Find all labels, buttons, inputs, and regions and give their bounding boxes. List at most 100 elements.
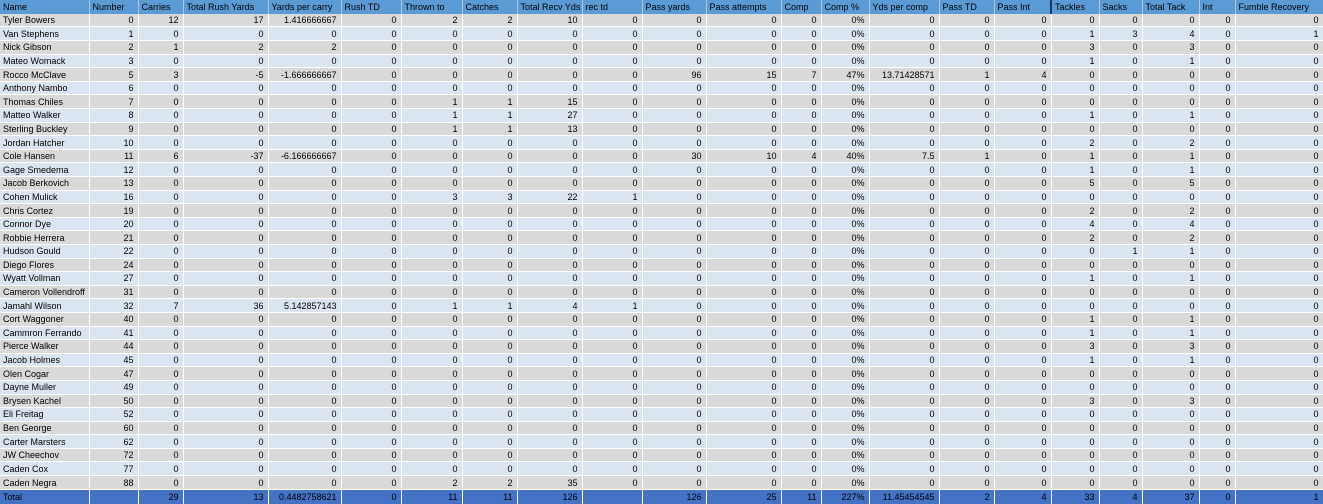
cell-int[interactable]: 0: [1199, 461, 1236, 477]
cell-sacks[interactable]: 0: [1099, 230, 1143, 245]
cell-pass-int[interactable]: 0: [994, 94, 1052, 110]
cell-total-rush-yards[interactable]: 0: [183, 203, 269, 218]
cell-number[interactable]: 52: [89, 407, 139, 422]
cell-pass-int[interactable]: 0: [994, 108, 1052, 123]
cell-int[interactable]: 0: [1199, 162, 1236, 178]
cell-thrown-to[interactable]: 0: [401, 326, 463, 341]
cell-pass-yards[interactable]: 0: [642, 258, 707, 273]
cell-carries[interactable]: 0: [138, 230, 184, 245]
cell-rush-td[interactable]: 0: [341, 217, 402, 232]
cell-yards-per-carry[interactable]: 0: [268, 448, 342, 463]
cell-pass-attempts[interactable]: 0: [706, 176, 782, 191]
cell-tackles[interactable]: 1: [1051, 271, 1100, 286]
cell-yards-per-carry[interactable]: 0: [268, 461, 342, 477]
cell-name[interactable]: Sterling Buckley: [0, 122, 90, 137]
cell-pass-attempts[interactable]: 0: [706, 407, 782, 422]
cell-rec-td[interactable]: 0: [582, 244, 643, 259]
cell-yards-per-carry[interactable]: 0: [268, 366, 342, 381]
cell-int[interactable]: 0: [1199, 54, 1236, 69]
cell-comp-pct[interactable]: 0%: [821, 162, 870, 178]
cell-tackles[interactable]: 0: [1051, 258, 1100, 273]
cell-name[interactable]: Olen Cogar: [0, 366, 90, 381]
cell-thrown-to[interactable]: 0: [401, 244, 463, 259]
cell-catches[interactable]: 0: [462, 380, 518, 395]
cell-fumble-recovery[interactable]: 0: [1235, 40, 1323, 55]
cell-fumble-recovery[interactable]: 0: [1235, 366, 1323, 381]
cell-comp[interactable]: 0: [781, 108, 822, 123]
cell-tackles[interactable]: 0: [1051, 122, 1100, 137]
cell-pass-yards[interactable]: 96: [642, 67, 707, 82]
cell-int[interactable]: 0: [1199, 448, 1236, 463]
cell-pass-int[interactable]: 0: [994, 421, 1052, 436]
cell-number[interactable]: 16: [89, 190, 139, 205]
cell-fumble-recovery[interactable]: 0: [1235, 54, 1323, 69]
column-header-fumble-recovery[interactable]: Fumble Recovery: [1235, 0, 1323, 14]
cell-yds-per-comp[interactable]: 0: [869, 326, 940, 341]
cell-yards-per-carry[interactable]: 0: [268, 26, 342, 42]
cell-carries[interactable]: 12: [138, 14, 184, 28]
cell-pass-int[interactable]: 0: [994, 81, 1052, 96]
cell-pass-int[interactable]: 0: [994, 26, 1052, 42]
cell-rec-td[interactable]: 0: [582, 26, 643, 42]
cell-fumble-recovery[interactable]: 0: [1235, 14, 1323, 28]
cell-comp-pct[interactable]: 0%: [821, 94, 870, 110]
cell-yds-per-comp[interactable]: 0: [869, 353, 940, 368]
cell-tackles[interactable]: 2: [1051, 203, 1100, 218]
cell-rush-td[interactable]: 0: [341, 108, 402, 123]
cell-pass-int[interactable]: 0: [994, 176, 1052, 191]
cell-tackles[interactable]: 0: [1051, 380, 1100, 395]
cell-yards-per-carry[interactable]: 0: [268, 353, 342, 368]
cell-thrown-to[interactable]: 0: [401, 448, 463, 463]
cell-thrown-to[interactable]: 0: [401, 339, 463, 354]
cell-pass-td[interactable]: 0: [939, 285, 995, 300]
cell-pass-td[interactable]: 0: [939, 421, 995, 436]
cell-total-recv-yds[interactable]: 0: [517, 380, 583, 395]
cell-carries[interactable]: 0: [138, 312, 184, 327]
cell-thrown-to[interactable]: 0: [401, 217, 463, 232]
cell-total-recv-yds[interactable]: 0: [517, 366, 583, 381]
cell-catches[interactable]: 0: [462, 203, 518, 218]
cell-name[interactable]: Dayne Muller: [0, 380, 90, 395]
cell-fumble-recovery[interactable]: 0: [1235, 380, 1323, 395]
column-header-comp-pct[interactable]: Comp %: [821, 0, 870, 14]
column-header-name[interactable]: Name: [0, 0, 90, 14]
cell-catches[interactable]: 0: [462, 271, 518, 286]
cell-thrown-to[interactable]: 0: [401, 67, 463, 82]
cell-sacks[interactable]: 4: [1099, 489, 1143, 504]
cell-total-tack[interactable]: 4: [1142, 217, 1200, 232]
cell-thrown-to[interactable]: 0: [401, 40, 463, 55]
cell-number[interactable]: 60: [89, 421, 139, 436]
cell-comp[interactable]: 0: [781, 14, 822, 28]
cell-int[interactable]: 0: [1199, 489, 1236, 504]
cell-catches[interactable]: 2: [462, 14, 518, 28]
cell-pass-attempts[interactable]: 0: [706, 353, 782, 368]
cell-pass-attempts[interactable]: 0: [706, 54, 782, 69]
cell-total-tack[interactable]: 5: [1142, 176, 1200, 191]
cell-number[interactable]: 27: [89, 271, 139, 286]
cell-comp-pct[interactable]: 0%: [821, 258, 870, 273]
cell-sacks[interactable]: 0: [1099, 67, 1143, 82]
cell-total-tack[interactable]: 0: [1142, 407, 1200, 422]
cell-number[interactable]: 7: [89, 94, 139, 110]
cell-int[interactable]: 0: [1199, 407, 1236, 422]
cell-yards-per-carry[interactable]: 0: [268, 271, 342, 286]
cell-rush-td[interactable]: 0: [341, 475, 402, 490]
cell-pass-attempts[interactable]: 0: [706, 380, 782, 395]
cell-comp-pct[interactable]: 0%: [821, 298, 870, 313]
cell-total-rush-yards[interactable]: 0: [183, 54, 269, 69]
cell-pass-td[interactable]: 0: [939, 271, 995, 286]
cell-rush-td[interactable]: 0: [341, 407, 402, 422]
cell-pass-int[interactable]: 0: [994, 230, 1052, 245]
cell-pass-int[interactable]: 0: [994, 40, 1052, 55]
cell-thrown-to[interactable]: 1: [401, 108, 463, 123]
cell-comp[interactable]: 0: [781, 475, 822, 490]
cell-total-rush-yards[interactable]: 0: [183, 162, 269, 178]
cell-thrown-to[interactable]: 0: [401, 230, 463, 245]
cell-yards-per-carry[interactable]: 1.416666667: [268, 14, 342, 28]
cell-yards-per-carry[interactable]: 0: [268, 81, 342, 96]
cell-carries[interactable]: 0: [138, 271, 184, 286]
cell-number[interactable]: 44: [89, 339, 139, 354]
cell-total-rush-yards[interactable]: 0: [183, 366, 269, 381]
cell-fumble-recovery[interactable]: 0: [1235, 353, 1323, 368]
cell-pass-yards[interactable]: 0: [642, 40, 707, 55]
